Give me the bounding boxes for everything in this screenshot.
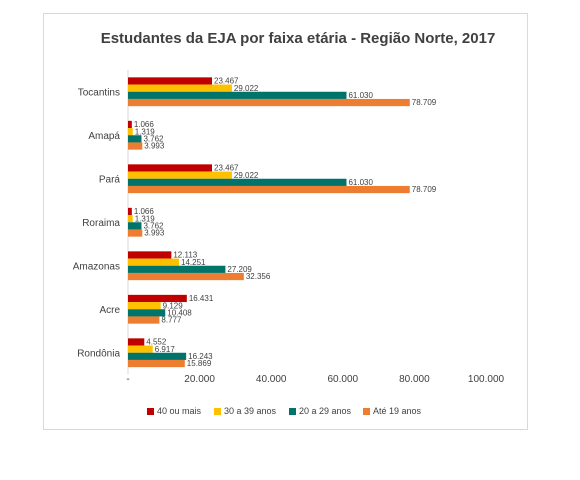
bar bbox=[128, 352, 187, 360]
legend-label: Até 19 anos bbox=[373, 406, 422, 416]
legend-swatch bbox=[363, 408, 370, 415]
x-tick-label: 40.000 bbox=[256, 374, 287, 385]
bar bbox=[128, 316, 160, 324]
bar bbox=[128, 265, 226, 273]
category-label: Amapá bbox=[88, 131, 120, 142]
data-label: 9.129 bbox=[163, 301, 184, 310]
category-label: Acre bbox=[99, 305, 120, 316]
bar bbox=[128, 185, 410, 194]
data-label: 6.917 bbox=[155, 345, 176, 354]
data-label: 14.251 bbox=[181, 258, 206, 267]
legend-swatch bbox=[214, 408, 221, 415]
legend-label: 40 ou mais bbox=[157, 406, 202, 416]
data-label: 61.030 bbox=[348, 91, 373, 100]
bar bbox=[128, 229, 143, 237]
legend-item[interactable]: 30 a 39 anos bbox=[214, 406, 277, 416]
category-label: Pará bbox=[99, 174, 121, 185]
bar bbox=[128, 178, 347, 186]
data-label: 23.467 bbox=[214, 164, 239, 173]
data-label: 1.319 bbox=[135, 127, 156, 136]
chart-title: Estudantes da EJA por faixa etária - Reg… bbox=[101, 30, 496, 47]
bar bbox=[128, 120, 132, 129]
bar bbox=[128, 272, 244, 281]
bars bbox=[128, 77, 410, 368]
data-label: 16.243 bbox=[188, 352, 213, 361]
category-labels: Tocantins Amapá Pará Roraima Amazonas Acre Ron… bbox=[73, 87, 121, 359]
data-label: 16.431 bbox=[189, 294, 214, 303]
bar bbox=[128, 171, 232, 179]
chart-frame bbox=[43, 13, 528, 430]
category-label: Amazonas bbox=[73, 261, 120, 272]
data-label: 29.022 bbox=[234, 171, 259, 180]
bar bbox=[128, 128, 133, 136]
legend-swatch bbox=[289, 408, 296, 415]
data-label: 15.869 bbox=[187, 359, 212, 368]
data-label: 27.209 bbox=[227, 265, 252, 274]
data-label: 32.356 bbox=[246, 272, 271, 281]
legend-item[interactable]: Até 19 anos bbox=[363, 406, 422, 416]
bar bbox=[128, 84, 232, 92]
bar bbox=[128, 98, 410, 107]
data-labels: 23.46729.02261.03078.7091.0661.3193.7623… bbox=[134, 77, 437, 369]
data-label: 8.777 bbox=[161, 316, 182, 325]
data-label: 61.030 bbox=[348, 178, 373, 187]
x-tick-label: - bbox=[126, 374, 129, 385]
data-label: 10.408 bbox=[167, 308, 192, 317]
data-label: 3.762 bbox=[143, 221, 164, 230]
data-label: 78.709 bbox=[412, 185, 437, 194]
data-label: 1.319 bbox=[135, 214, 156, 223]
data-label: 3.993 bbox=[144, 229, 165, 238]
data-label: 1.066 bbox=[134, 120, 155, 129]
x-tick-label: 20.000 bbox=[184, 374, 215, 385]
bar bbox=[128, 359, 185, 368]
category-label: Roraima bbox=[82, 218, 120, 229]
bar bbox=[128, 345, 153, 353]
bar bbox=[128, 294, 187, 303]
legend-item[interactable]: 20 a 29 anos bbox=[289, 406, 352, 416]
bar bbox=[128, 251, 172, 259]
bar bbox=[128, 77, 213, 85]
data-label: 23.467 bbox=[214, 77, 239, 86]
legend-item[interactable]: 40 ou mais bbox=[147, 406, 202, 416]
bar bbox=[128, 135, 142, 143]
data-label: 1.066 bbox=[134, 207, 155, 216]
x-axis: - 20.000 40.000 60.000 80.000 100.000 bbox=[126, 70, 505, 385]
legend-swatch bbox=[147, 408, 154, 415]
bar bbox=[128, 302, 161, 310]
legend[interactable]: 40 ou mais 30 a 39 anos 20 a 29 anos Até 19… bbox=[147, 406, 422, 416]
legend-label: 20 a 29 anos bbox=[299, 406, 352, 416]
bar bbox=[128, 164, 213, 172]
bar bbox=[128, 215, 133, 223]
data-label: 12.113 bbox=[173, 251, 197, 260]
bar bbox=[128, 258, 180, 266]
x-tick-label: 80.000 bbox=[399, 374, 430, 385]
category-label: Rondônia bbox=[77, 348, 120, 359]
data-label: 3.762 bbox=[143, 134, 164, 143]
data-label: 29.022 bbox=[234, 84, 259, 93]
bar bbox=[128, 207, 132, 216]
bar bbox=[128, 91, 347, 99]
bar bbox=[128, 338, 145, 346]
bar bbox=[128, 142, 143, 150]
legend-label: 30 a 39 anos bbox=[224, 406, 277, 416]
x-tick-label: 60.000 bbox=[328, 374, 359, 385]
data-label: 3.993 bbox=[144, 142, 165, 151]
data-label: 4.552 bbox=[146, 338, 167, 347]
bar bbox=[128, 309, 166, 317]
bar bbox=[128, 222, 142, 230]
data-label: 78.709 bbox=[412, 98, 437, 107]
x-tick-label: 100.000 bbox=[468, 374, 505, 385]
category-label: Tocantins bbox=[78, 87, 120, 98]
